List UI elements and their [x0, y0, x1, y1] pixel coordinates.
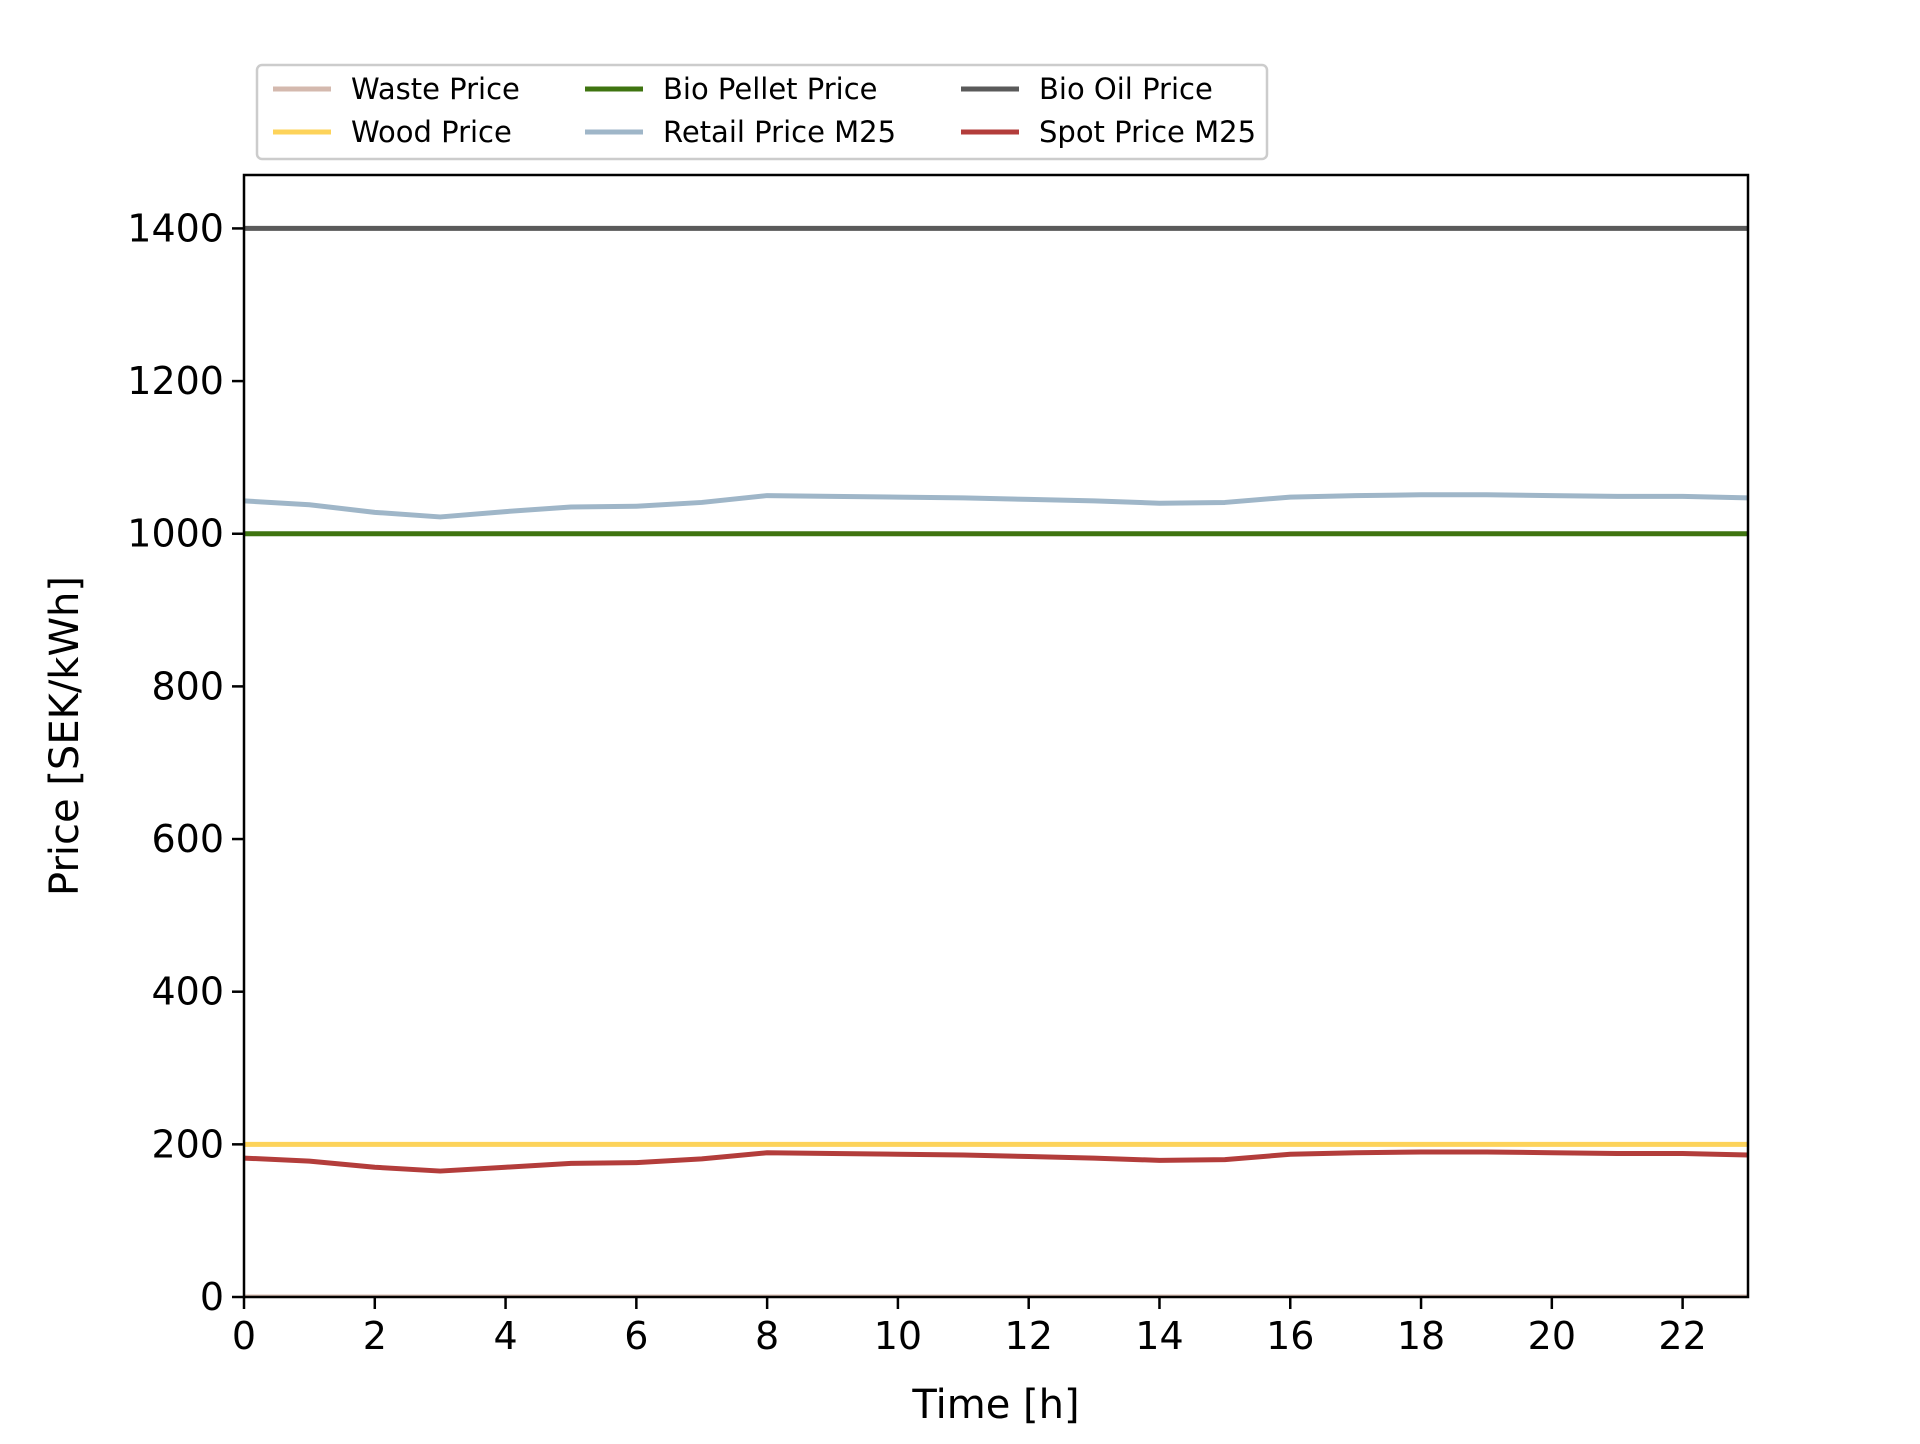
x-tick-label: 10 — [874, 1314, 922, 1358]
legend-item-bio-oil-price: Bio Oil Price — [961, 72, 1213, 106]
x-tick-label: 16 — [1266, 1314, 1314, 1358]
legend: Waste Price Wood Price Bio Pellet Price Ret… — [255, 63, 1269, 161]
y-tick-label: 400 — [151, 970, 224, 1014]
y-tick-label: 1000 — [127, 512, 224, 556]
y-tick-label: 1200 — [127, 359, 224, 403]
plot-frame — [242, 173, 1750, 1299]
legend-item-wood-price: Wood Price — [273, 115, 512, 149]
legend-label: Spot Price M25 — [1039, 115, 1256, 149]
legend-label: Retail Price M25 — [663, 115, 896, 149]
axes: 0 2 4 6 8 10 12 14 16 18 20 22 0 200 400 600 800 1000 1200… — [127, 173, 1750, 1358]
legend-item-bio-pellet-price: Bio Pellet Price — [585, 72, 878, 106]
x-tick-label: 2 — [363, 1314, 387, 1358]
series-line-retail-price-m25 — [244, 492, 1748, 520]
x-tick-label: 14 — [1135, 1314, 1183, 1358]
x-tick-label: 22 — [1658, 1314, 1706, 1358]
x-axis-label: Time [h] — [911, 1382, 1079, 1428]
x-tick-label: 4 — [493, 1314, 517, 1358]
y-axis-label: Price [SEK/kWh] — [42, 576, 88, 896]
plot-series — [244, 225, 1748, 1297]
x-tick-label: 8 — [755, 1314, 779, 1358]
legend-label: Waste Price — [351, 72, 520, 106]
y-tick-label: 600 — [151, 817, 224, 861]
legend-label: Bio Pellet Price — [663, 72, 878, 106]
x-tick-label: 18 — [1397, 1314, 1445, 1358]
legend-item-retail-price-m25: Retail Price M25 — [585, 115, 896, 149]
legend-item-waste-price: Waste Price — [273, 72, 520, 106]
legend-label: Bio Oil Price — [1039, 72, 1213, 106]
x-tick-label: 0 — [232, 1314, 256, 1358]
y-tick-label: 0 — [200, 1275, 224, 1319]
x-tick-label: 20 — [1528, 1314, 1576, 1358]
legend-item-spot-price-m25: Spot Price M25 — [961, 115, 1256, 149]
y-tick-label: 200 — [151, 1122, 224, 1166]
legend-label: Wood Price — [351, 115, 512, 149]
series-line-spot-price-m25 — [244, 1149, 1748, 1174]
x-tick-label: 6 — [624, 1314, 648, 1358]
y-tick-label: 1400 — [127, 206, 224, 250]
y-tick-label: 800 — [151, 664, 224, 708]
x-tick-label: 12 — [1005, 1314, 1053, 1358]
